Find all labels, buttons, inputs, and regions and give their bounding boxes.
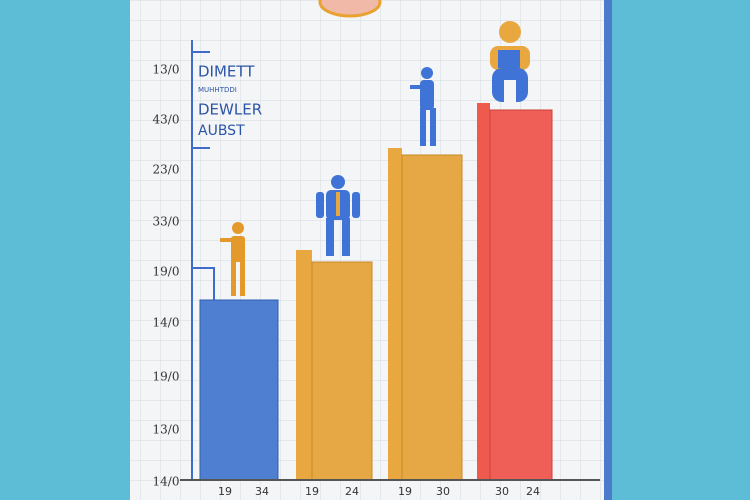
x-label: 34 — [255, 485, 269, 498]
x-label: 24 — [526, 485, 540, 498]
bar-back — [388, 148, 402, 480]
decoration — [318, 0, 382, 18]
x-label: 19 — [218, 485, 232, 498]
y-label: 13/0 — [153, 63, 180, 77]
x-label: 24 — [345, 485, 359, 498]
figure — [316, 175, 360, 256]
y-label: 19/0 — [153, 265, 180, 279]
x-label: 30 — [436, 485, 450, 498]
x-label: 19 — [305, 485, 319, 498]
figure — [490, 21, 530, 102]
bar-back — [296, 250, 312, 480]
y-label: 14/0 — [153, 316, 180, 330]
figure — [410, 67, 436, 146]
legend-title: DIMETT — [198, 63, 255, 81]
figure — [220, 222, 245, 296]
bar-back — [477, 103, 490, 480]
y-label: 14/0 — [153, 475, 180, 489]
y-label: 19/0 — [153, 370, 180, 384]
legend-subtitle: MUHHTDDI — [198, 86, 237, 94]
y-label: 23/0 — [153, 163, 180, 177]
bar — [489, 109, 553, 481]
y-label: 13/0 — [153, 423, 180, 437]
legend-text: DEWLER — [198, 101, 262, 119]
x-label: 30 — [495, 485, 509, 498]
y-label: 43/0 — [153, 113, 180, 127]
bar — [401, 154, 463, 481]
x-label: 19 — [398, 485, 412, 498]
bar — [311, 261, 373, 481]
paper-edge — [604, 0, 612, 500]
axis-bracket — [192, 267, 215, 300]
y-label: 33/0 — [153, 215, 180, 229]
legend-text: AUBST — [198, 123, 245, 139]
bar — [199, 299, 279, 481]
